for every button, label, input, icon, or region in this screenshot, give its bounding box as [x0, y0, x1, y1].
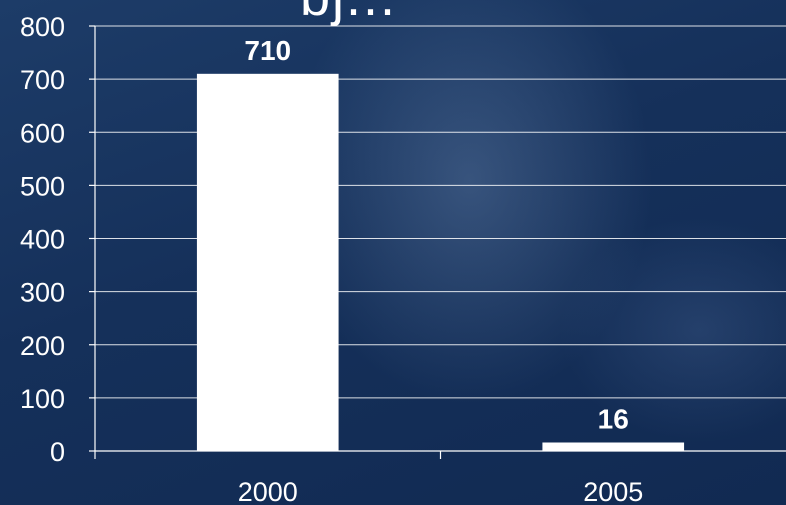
bar	[196, 73, 339, 451]
y-tick-label: 500	[20, 171, 65, 201]
y-tick-label: 600	[20, 118, 65, 148]
y-tick-label: 0	[50, 437, 65, 467]
y-tick-label: 800	[20, 12, 65, 42]
y-tick-label: 100	[20, 384, 65, 414]
y-tick-label: 200	[20, 331, 65, 361]
data-label: 16	[598, 404, 629, 435]
y-tick-label: 300	[20, 278, 65, 308]
data-label: 710	[244, 35, 291, 66]
bar	[542, 442, 685, 451]
x-tick-label: 2005	[583, 477, 643, 505]
x-tick-label: 2000	[238, 477, 298, 505]
y-tick-label: 700	[20, 65, 65, 95]
chart-title-fragment: bj...	[300, 0, 397, 28]
y-tick-label: 400	[20, 225, 65, 255]
